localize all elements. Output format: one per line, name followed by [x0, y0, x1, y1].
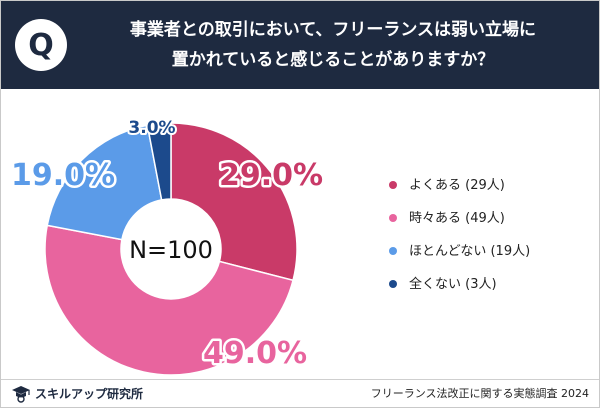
question-line-1: 事業者との取引において、フリーランスは弱い立場に	[129, 20, 537, 40]
value-label-sometimes: 49.0%	[203, 336, 307, 371]
legend-item-sometimes: 時々ある (49人)	[389, 208, 589, 229]
survey-title: フリーランス法改正に関する実態調査 2024	[370, 387, 589, 400]
question-header: Q 事業者との取引において、フリーランスは弱い立場に 置かれていると感じることが…	[1, 1, 599, 89]
question-text: 事業者との取引において、フリーランスは弱い立場に 置かれていると感じることがあり…	[83, 15, 583, 75]
svg-text:Q: Q	[28, 28, 54, 63]
sample-size-label: N=100	[129, 236, 213, 264]
legend-item-often: よくある (29人)	[389, 175, 589, 196]
legend-dot-sometimes	[389, 213, 397, 222]
legend-label-never: 全くない (3人)	[409, 277, 497, 292]
slice-rarely	[46, 124, 163, 241]
legend-item-rarely: ほとんどない (19人)	[389, 241, 589, 262]
brand-name: スキルアップ研究所	[35, 387, 144, 401]
value-label-never: 3.0%	[128, 118, 175, 138]
legend-label-sometimes: 時々ある (49人)	[409, 211, 505, 226]
donut-chart: N=100 29.0% 49.0% 19.0% 3.0%	[8, 116, 326, 376]
slice-often	[170, 122, 298, 282]
slice-never	[146, 122, 172, 201]
legend-dot-rarely	[389, 246, 397, 255]
value-label-rarely: 19.0%	[11, 158, 115, 193]
legend-label-rarely: ほとんどない (19人)	[409, 244, 531, 259]
value-label-often: 29.0%	[219, 158, 323, 193]
graduation-cap-icon	[12, 385, 30, 403]
question-line-2: 置かれていると感じることがありますか？	[171, 50, 495, 70]
pie-chart-area: N=100 29.0% 49.0% 19.0% 3.0% よくある (29人) 時々ある…	[1, 89, 599, 379]
legend-item-never: 全くない (3人)	[389, 274, 589, 295]
slice-sometimes	[44, 224, 294, 376]
chart-legend: よくある (29人) 時々ある (49人) ほとんどない (19人) 全くない …	[389, 175, 589, 307]
q-badge-icon: Q	[15, 19, 67, 71]
legend-label-often: よくある (29人)	[409, 178, 505, 193]
legend-dot-never	[389, 279, 397, 288]
brand-logo: スキルアップ研究所	[11, 384, 143, 404]
legend-dot-often	[389, 180, 397, 189]
footer-bar: スキルアップ研究所 フリーランス法改正に関する実態調査 2024	[1, 379, 599, 407]
